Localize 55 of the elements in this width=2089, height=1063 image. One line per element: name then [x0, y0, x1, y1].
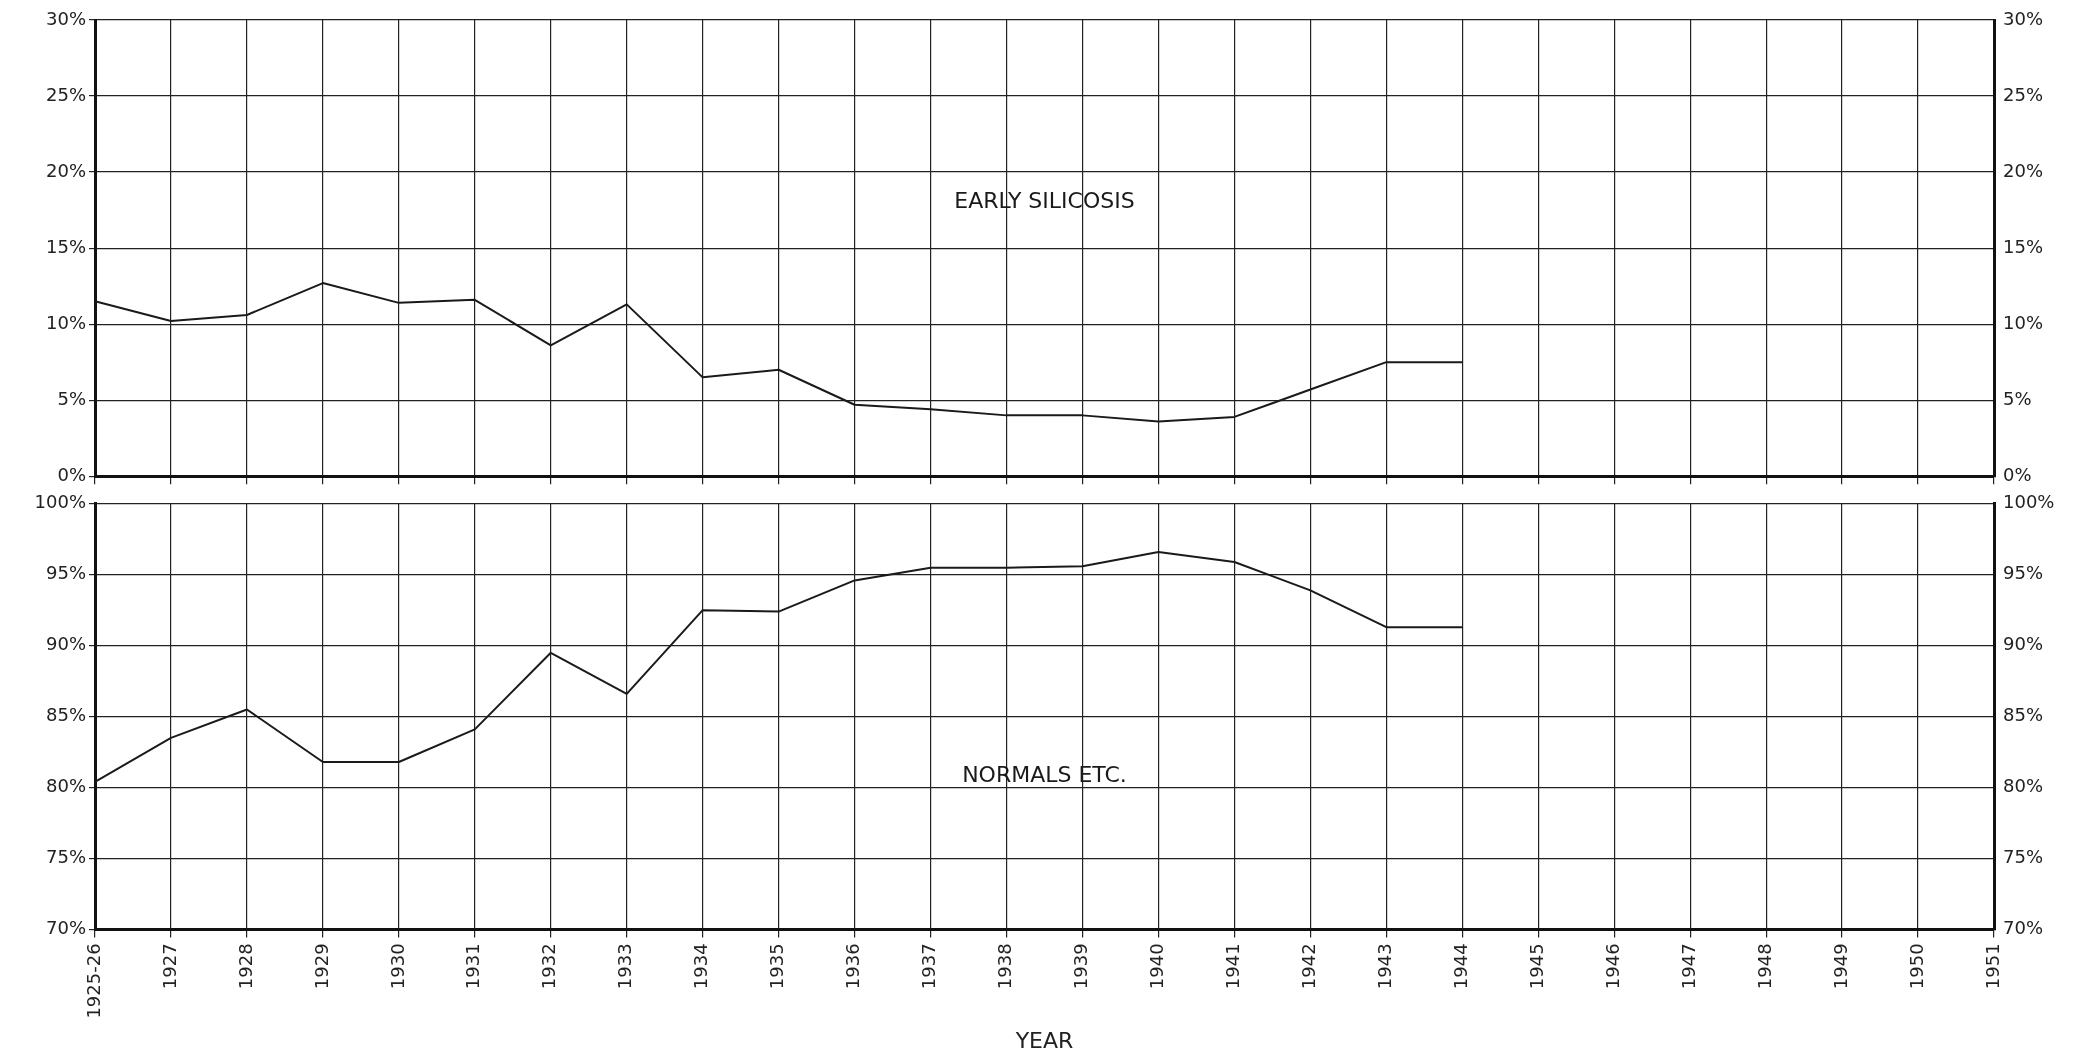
- y2-tick-label: 25%: [2003, 83, 2044, 105]
- y-tick-label: 80%: [45, 775, 86, 797]
- y-tick-label: 75%: [45, 846, 86, 868]
- y-tick-label: 20%: [45, 159, 86, 181]
- y-tick-label: 90%: [45, 633, 86, 655]
- x-tick-label: 1949: [1829, 943, 1851, 990]
- x-tick-label: 1936: [842, 943, 864, 990]
- y2-tick-label: 85%: [2003, 704, 2044, 726]
- y-tick-label: 5%: [57, 387, 86, 409]
- y2-tick-label: 95%: [2003, 562, 2044, 584]
- x-tick-label: 1940: [1146, 943, 1168, 990]
- y2-tick-label: 70%: [2003, 917, 2044, 939]
- x-tick-label: 1939: [1070, 943, 1092, 990]
- x-tick-label: 1942: [1298, 943, 1320, 990]
- y-tick-label: 10%: [45, 311, 86, 333]
- x-axis-title: YEAR: [1014, 1027, 1074, 1053]
- y2-tick-label: 15%: [2003, 235, 2044, 257]
- x-tick-label: 1947: [1677, 943, 1699, 990]
- y-tick-label: 95%: [45, 562, 86, 584]
- x-tick-label: 1933: [614, 943, 636, 990]
- x-tick-label: 1932: [538, 943, 560, 990]
- x-tick-label: 1945: [1525, 943, 1547, 990]
- x-tick-label: 1951: [1981, 943, 2003, 990]
- y2-tick-label: 80%: [2003, 775, 2044, 797]
- y-tick-label: 15%: [45, 235, 86, 257]
- y2-tick-label: 0%: [2003, 463, 2032, 485]
- y2-tick-label: 75%: [2003, 846, 2044, 868]
- y2-tick-label: 100%: [2003, 491, 2055, 513]
- y-tick-label: 30%: [45, 7, 86, 29]
- x-tick-label: 1929: [310, 943, 332, 990]
- x-tick-label: 1937: [918, 943, 940, 990]
- y-tick-label: 100%: [34, 491, 86, 513]
- y-tick-label: 25%: [45, 83, 86, 105]
- x-tick-label: 1928: [234, 943, 256, 990]
- x-tick-label: 1944: [1449, 943, 1471, 990]
- x-tick-label: 1930: [386, 943, 408, 990]
- x-tick-label: 1925-26: [82, 943, 104, 1019]
- y-tick-label: 70%: [45, 917, 86, 939]
- x-tick-label: 1950: [1905, 943, 1927, 990]
- y-tick-label: 85%: [45, 704, 86, 726]
- x-tick-label: 1938: [994, 943, 1016, 990]
- x-tick-label: 1948: [1753, 943, 1775, 990]
- x-tick-label: 1946: [1601, 943, 1623, 990]
- x-tick-label: 1927: [158, 943, 180, 990]
- y2-tick-label: 30%: [2003, 7, 2044, 29]
- x-tick-label: 1935: [766, 943, 788, 990]
- x-tick-label: 1941: [1222, 943, 1244, 990]
- x-tick-label: 1934: [690, 943, 712, 990]
- x-tick-label: 1931: [462, 943, 484, 990]
- x-tick-label: 1943: [1373, 943, 1395, 990]
- y2-tick-label: 20%: [2003, 159, 2044, 181]
- y2-tick-label: 10%: [2003, 311, 2044, 333]
- y2-tick-label: 90%: [2003, 633, 2044, 655]
- y2-tick-label: 5%: [2003, 387, 2032, 409]
- y-tick-label: 0%: [57, 463, 86, 485]
